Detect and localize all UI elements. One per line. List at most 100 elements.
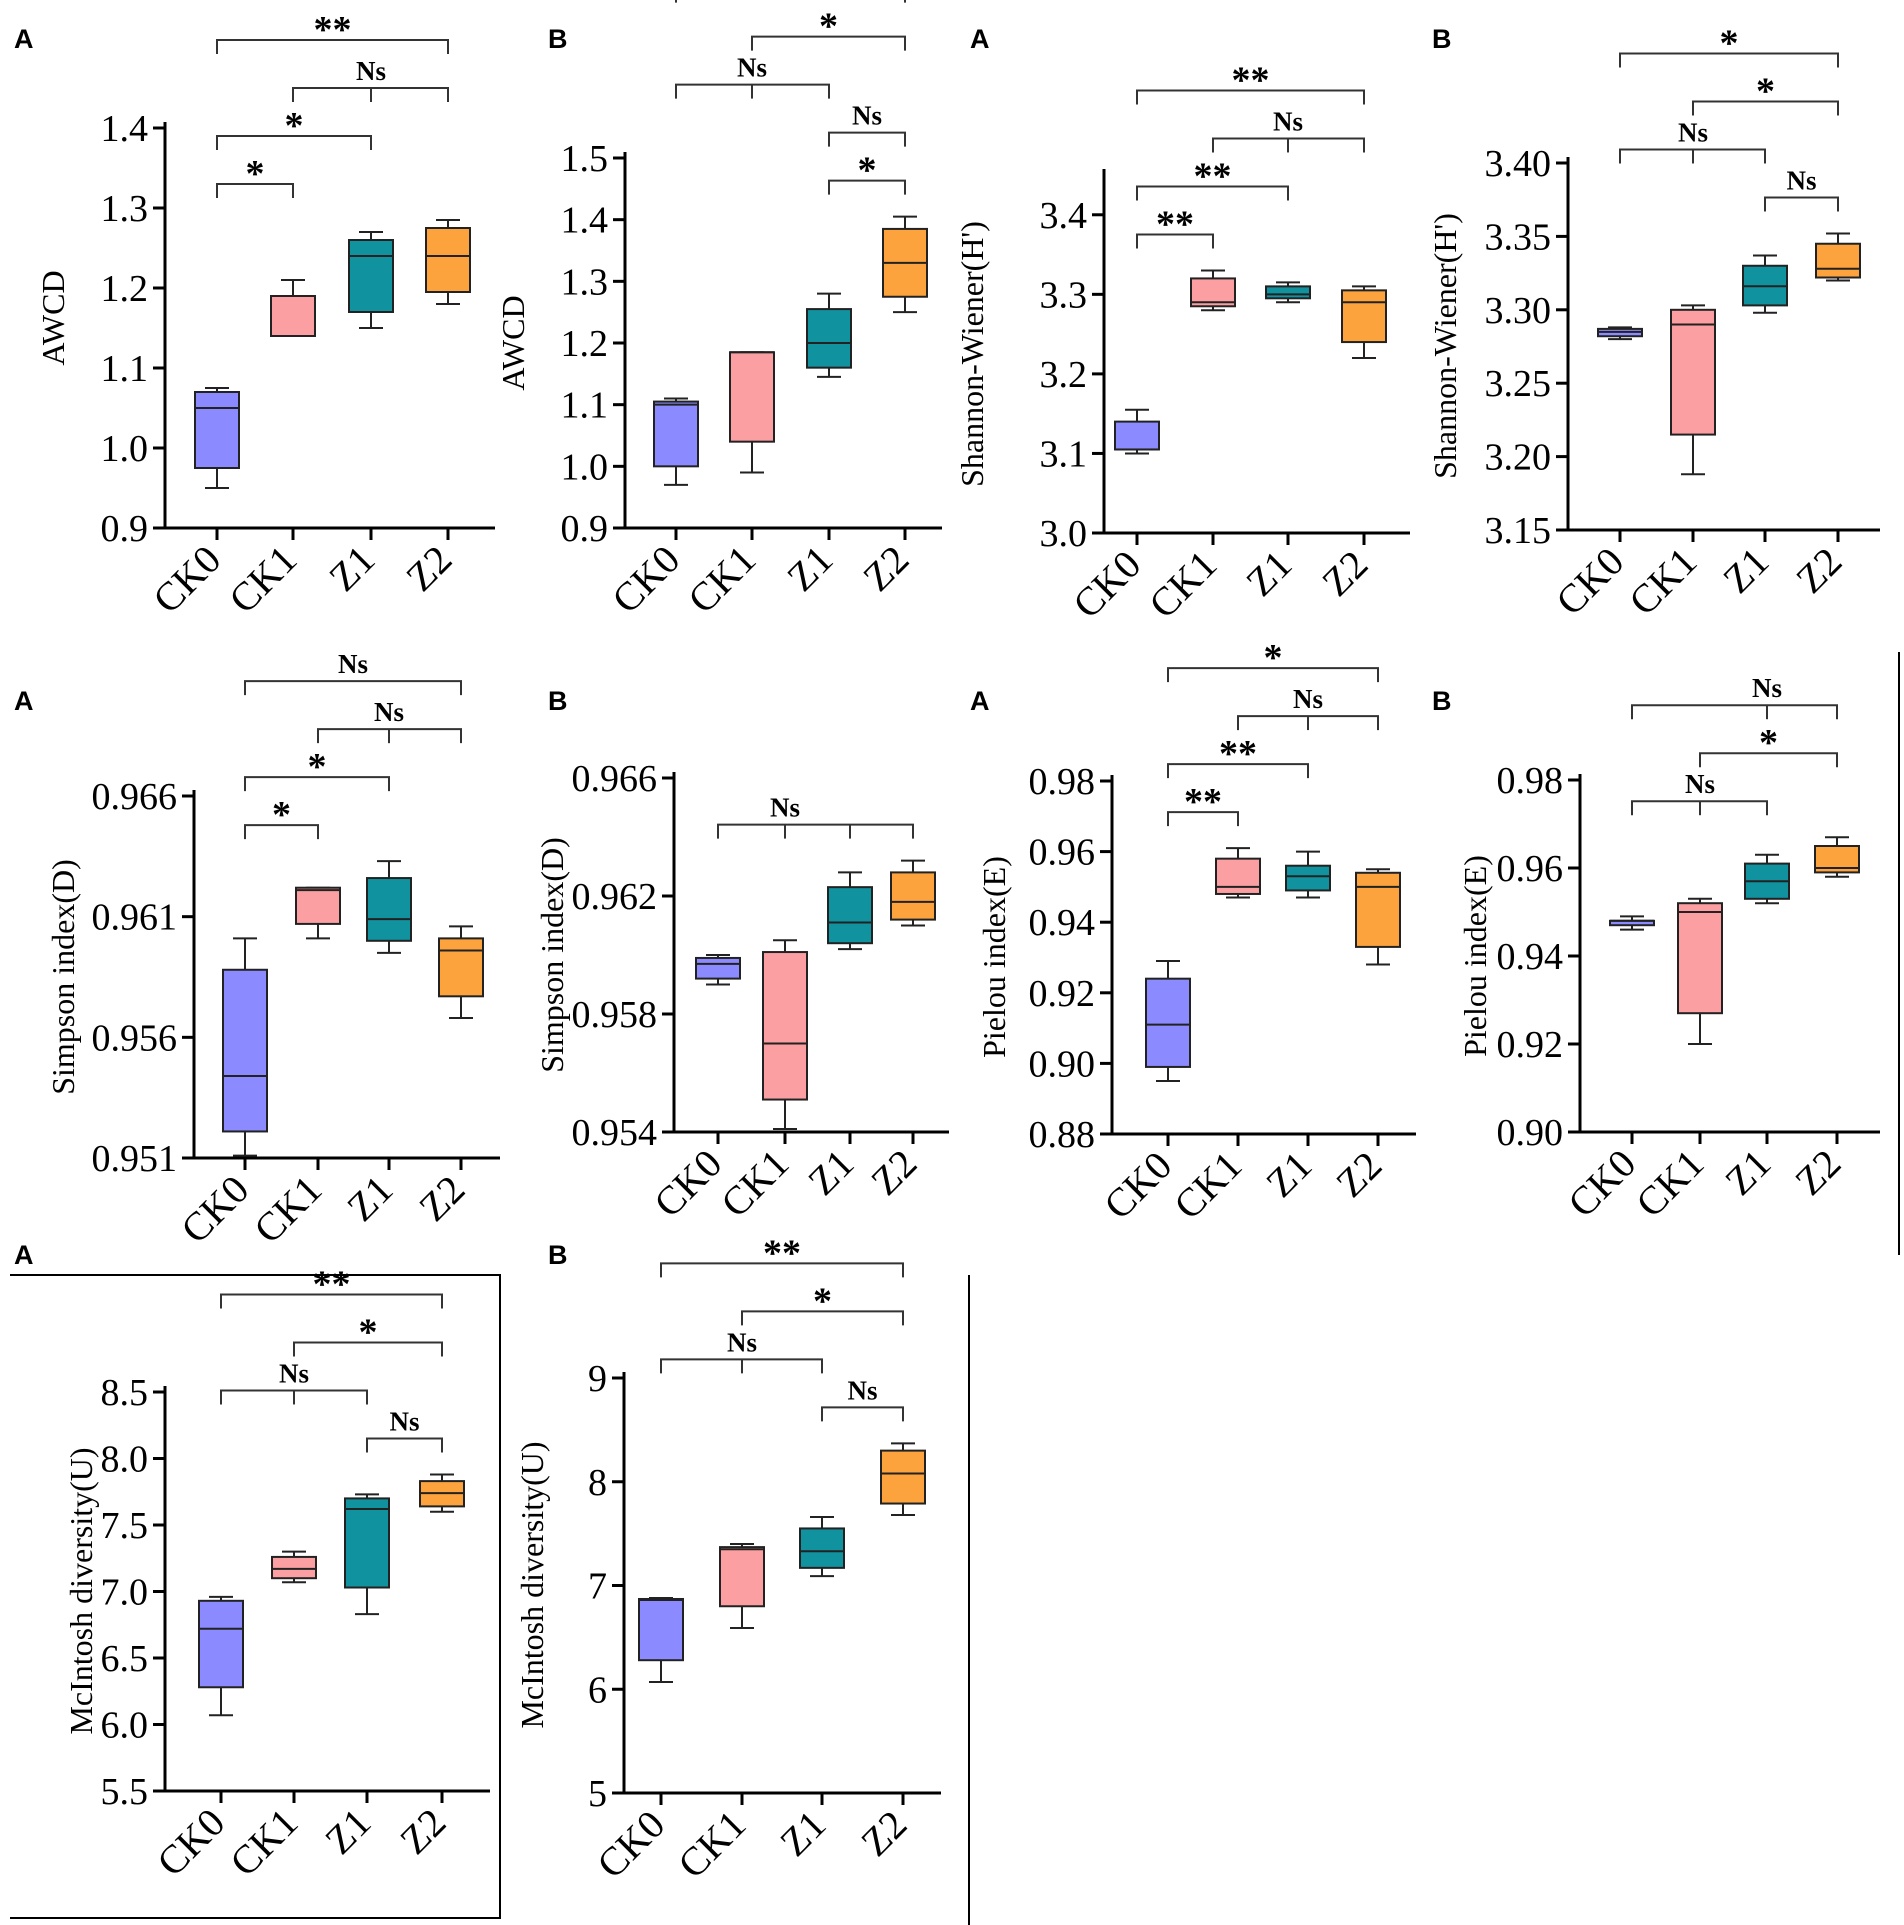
y-tick-label: 8.5 xyxy=(101,1372,149,1414)
x-tick-label: Z2 xyxy=(1313,542,1376,605)
x-tick-label: Z1 xyxy=(338,1167,401,1230)
y-tick-label: 3.4 xyxy=(1040,195,1088,237)
significance-bracket xyxy=(1136,233,1214,249)
x-tick-label: CK0 xyxy=(144,537,229,622)
panel-letter: A xyxy=(970,686,990,716)
significance-bracket xyxy=(366,1437,443,1453)
significance-label: Ns xyxy=(1293,684,1323,714)
y-tick-label: 0.962 xyxy=(572,876,658,918)
y-axis-label: McIntosh diversity(U) xyxy=(514,1441,550,1728)
box-z2 xyxy=(880,1449,926,1505)
x-tick-label: CK1 xyxy=(1140,542,1225,627)
box-ck1 xyxy=(1677,902,1723,1015)
panel-letter: B xyxy=(548,1240,568,1270)
significance-bracket xyxy=(1764,196,1839,212)
y-tick-label: 3.15 xyxy=(1485,510,1552,552)
y-tick-label: 0.954 xyxy=(572,1112,658,1154)
y-tick-label: 0.96 xyxy=(1029,832,1096,874)
box-z1 xyxy=(806,308,852,369)
significance-bracket xyxy=(741,1310,904,1326)
y-tick-label: 0.88 xyxy=(1029,1114,1096,1156)
box-ck1 xyxy=(295,886,341,925)
significance-label: * xyxy=(359,1311,378,1353)
significance-label: * xyxy=(1759,722,1778,764)
significance-label: Ns xyxy=(1273,106,1303,136)
significance-bracket xyxy=(1699,752,1838,768)
significance-label: ** xyxy=(1194,155,1232,197)
y-tick-label: 0.94 xyxy=(1497,936,1564,978)
y-tick-label: 3.20 xyxy=(1485,437,1552,479)
x-tick-label: Z2 xyxy=(410,1167,473,1230)
x-tick-label: CK0 xyxy=(1547,539,1632,624)
y-tick-label: 7.5 xyxy=(101,1505,149,1547)
chart-panel: A 0.951 0.956 0.961 0.966 Simpson index(D) CK0… xyxy=(14,649,500,1252)
panel-letter: B xyxy=(1432,686,1452,716)
y-tick-label: 3.1 xyxy=(1040,433,1088,475)
y-tick-label: 3.0 xyxy=(1040,513,1088,555)
x-tick-label: Z1 xyxy=(1257,1143,1320,1206)
chart-panel: B 0.90 0.92 0.94 0.96 0.98 Pielou index(E) CK0C… xyxy=(1432,673,1880,1226)
significance-label: ** xyxy=(763,1232,801,1274)
y-tick-label: 7 xyxy=(588,1566,607,1608)
box-ck0 xyxy=(653,400,699,468)
significance-label: ** xyxy=(1219,733,1257,775)
box-z1 xyxy=(1285,864,1331,892)
y-tick-label: 1.5 xyxy=(561,138,609,180)
y-tick-label: 5 xyxy=(588,1773,607,1815)
panel-letter: B xyxy=(1432,24,1452,54)
x-tick-label: CK1 xyxy=(1620,539,1705,624)
significance-label: * xyxy=(308,746,327,788)
y-tick-label: 1.4 xyxy=(101,108,149,150)
box-ck1 xyxy=(1215,857,1261,895)
y-tick-label: 0.961 xyxy=(92,897,178,939)
box-z2 xyxy=(890,871,936,921)
significance-bracket xyxy=(1619,52,1839,68)
significance-bracket xyxy=(1136,185,1289,201)
panel-frame xyxy=(10,1274,501,1919)
significance-label: Ns xyxy=(1685,769,1715,799)
box-z1 xyxy=(1265,285,1311,300)
y-tick-label: 0.9 xyxy=(101,508,149,550)
box-ck1 xyxy=(729,351,775,443)
box-ck1 xyxy=(762,951,808,1101)
x-tick-label: CK1 xyxy=(245,1167,330,1252)
significance-bracket xyxy=(1167,763,1309,779)
x-tick-label: CK0 xyxy=(603,537,688,622)
significance-bracket xyxy=(751,35,906,51)
significance-label: Ns xyxy=(1786,165,1816,195)
significance-bracket xyxy=(821,1406,904,1422)
box-z2 xyxy=(1341,289,1387,344)
significance-label: Ns xyxy=(1752,673,1782,703)
x-tick-label: CK1 xyxy=(679,537,764,622)
panel-letter: A xyxy=(14,1240,34,1270)
panel-letter: A xyxy=(14,24,34,54)
y-axis-label: Shannon-Wiener(H') xyxy=(1427,213,1463,479)
significance-bracket xyxy=(1136,89,1365,105)
x-tick-label: Z1 xyxy=(1237,542,1300,605)
x-tick-label: Z1 xyxy=(320,537,383,600)
box-ck0 xyxy=(1145,977,1191,1068)
y-tick-label: 0.98 xyxy=(1497,760,1564,802)
significance-bracket xyxy=(660,1358,823,1374)
x-tick-label: CK1 xyxy=(221,1800,306,1885)
y-tick-label: 0.966 xyxy=(572,758,658,800)
significance-label: Ns xyxy=(338,649,368,679)
y-tick-label: 1.3 xyxy=(101,188,149,230)
y-axis-label: Pielou index(E) xyxy=(1457,855,1493,1057)
y-tick-label: 1.4 xyxy=(561,200,609,242)
x-tick-label: Z2 xyxy=(397,537,460,600)
box-z1 xyxy=(366,877,412,942)
significance-bracket xyxy=(244,680,462,696)
y-tick-label: 0.92 xyxy=(1029,973,1096,1015)
x-tick-label: Z2 xyxy=(1787,539,1850,602)
significance-label: * xyxy=(819,6,838,48)
y-tick-label: 1.2 xyxy=(101,268,149,310)
significance-bracket xyxy=(1692,100,1839,116)
y-tick-label: 9 xyxy=(588,1358,607,1400)
box-ck0 xyxy=(194,391,240,469)
significance-bracket xyxy=(244,776,390,792)
significance-label: ** xyxy=(1232,59,1270,101)
x-tick-label: Z1 xyxy=(778,537,841,600)
